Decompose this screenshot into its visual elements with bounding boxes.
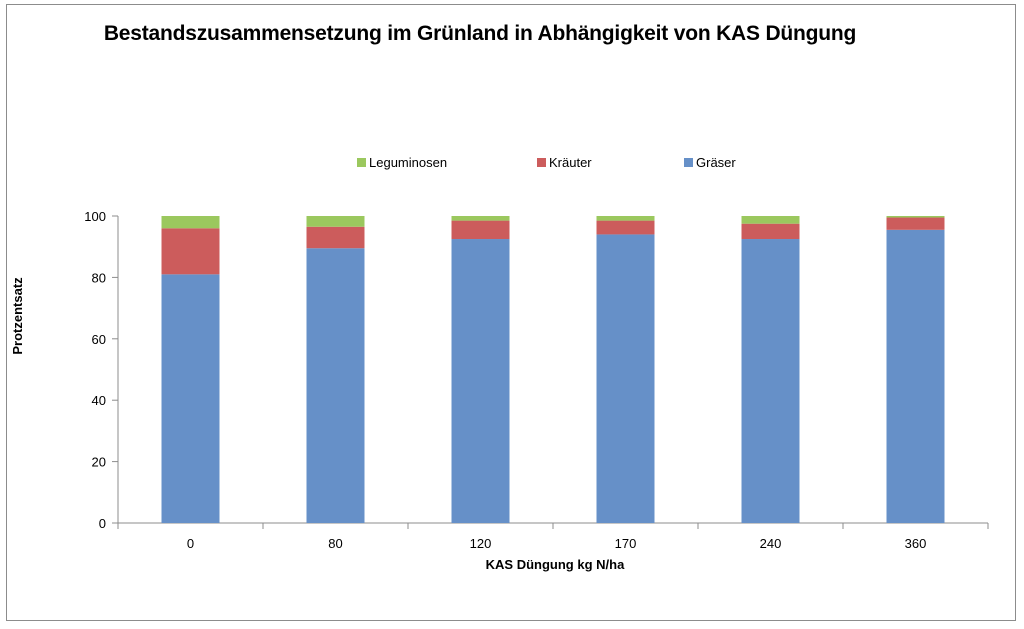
- x-tick-label: 170: [615, 536, 637, 551]
- bar-segment: [886, 217, 945, 230]
- bar-segment: [451, 239, 510, 523]
- bar-segment: [886, 229, 945, 523]
- x-axis-label: KAS Düngung kg N/ha: [486, 557, 625, 572]
- bar-segment: [596, 234, 655, 524]
- bar-segment: [451, 216, 510, 221]
- legend-swatch: [684, 158, 693, 167]
- legend-swatch: [537, 158, 546, 167]
- chart-title: Bestandszusammensetzung im Grünland in A…: [103, 22, 857, 45]
- bar-segment: [741, 239, 800, 523]
- x-tick-label: 80: [328, 536, 342, 551]
- bar-segment: [306, 226, 365, 249]
- legend-label: Kräuter: [549, 155, 592, 170]
- bar-segment: [741, 223, 800, 240]
- axes: 0 20 40 60 80 100 0 80 120 170 240 360: [84, 209, 989, 551]
- bar-segment: [596, 216, 655, 221]
- legend: Leguminosen Kräuter Gräser: [357, 155, 736, 170]
- y-tick-label: 40: [92, 393, 106, 408]
- bar-segment: [306, 248, 365, 524]
- x-tick-label: 360: [905, 536, 927, 551]
- y-tick-label: 60: [92, 332, 106, 347]
- y-tick-label: 80: [92, 270, 106, 285]
- y-axis-label: Protzentsatz: [10, 277, 25, 355]
- bar-segment: [306, 216, 365, 227]
- y-tick-label: 20: [92, 455, 106, 470]
- x-tick-label: 0: [187, 536, 194, 551]
- legend-swatch: [357, 158, 366, 167]
- bar-segment: [451, 220, 510, 240]
- x-tick-label: 120: [470, 536, 492, 551]
- legend-label: Gräser: [696, 155, 736, 170]
- bar-segment: [161, 216, 220, 229]
- bar-segment: [161, 228, 220, 275]
- bar-segment: [741, 216, 800, 224]
- y-tick-label: 0: [99, 516, 106, 531]
- bar-segment: [886, 216, 945, 218]
- bars: [161, 216, 945, 524]
- bar-segment: [596, 220, 655, 235]
- bar-segment: [161, 274, 220, 523]
- legend-label: Leguminosen: [369, 155, 447, 170]
- x-tick-label: 240: [760, 536, 782, 551]
- y-tick-label: 100: [84, 209, 106, 224]
